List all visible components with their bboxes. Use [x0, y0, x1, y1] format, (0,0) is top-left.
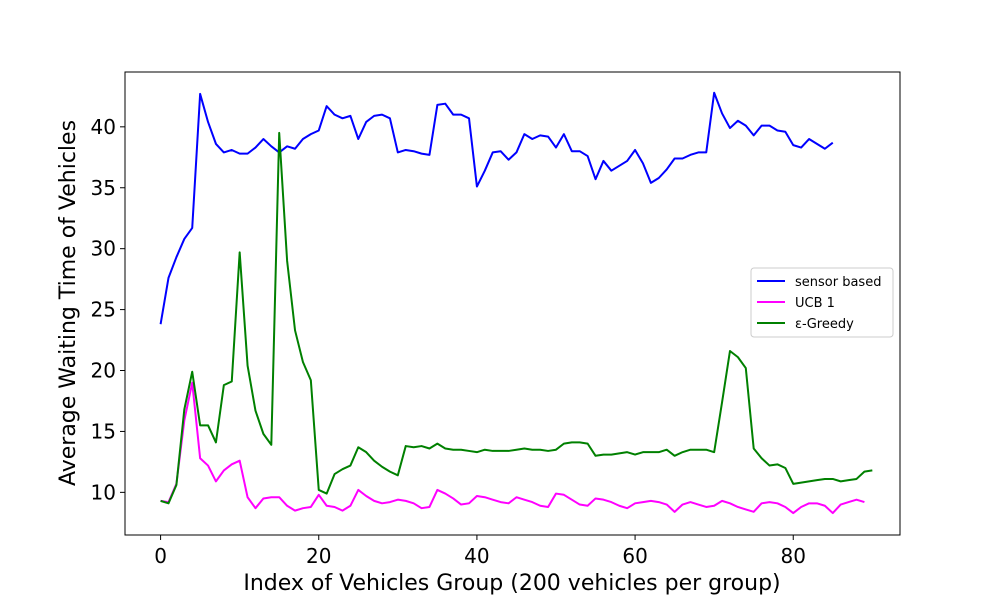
x-tick-label: 40 [464, 544, 489, 568]
series-line-1 [159, 91, 834, 325]
x-axis-label: Index of Vehicles Group (200 vehicles pe… [243, 571, 780, 596]
series-line-2 [160, 381, 865, 515]
plot-area-frame [124, 71, 901, 536]
y-tick-label: 40 [91, 115, 116, 139]
legend-label-ucb-1: UCB 1 [795, 296, 835, 311]
x-tick-label: 0 [154, 544, 167, 568]
y-tick-label: 30 [91, 237, 116, 261]
y-tick-label: 35 [91, 176, 116, 200]
x-tick-label: 80 [781, 544, 806, 568]
x-axis-ticks: 0 20 40 60 80 [154, 535, 806, 568]
y-axis-label: Average Waiting Time of Vehicles [56, 120, 81, 486]
y-tick-label: 10 [91, 480, 116, 504]
legend-label-sensor-based: sensor based [795, 275, 881, 290]
y-tick-label: 25 [91, 298, 116, 322]
legend-box [750, 267, 894, 338]
x-tick-label: 20 [306, 544, 331, 568]
legend: sensor based UCB 1 ε-Greedy [750, 267, 894, 338]
x-tick-label: 60 [622, 544, 647, 568]
legend-label-greedy: ε-Greedy [795, 317, 854, 332]
y-axis-ticks: 10 15 20 25 30 35 40 [91, 115, 125, 504]
y-tick-label: 15 [91, 419, 116, 443]
series-line-3 [160, 131, 873, 505]
y-tick-label: 20 [91, 359, 116, 383]
plot-lines [159, 91, 873, 515]
